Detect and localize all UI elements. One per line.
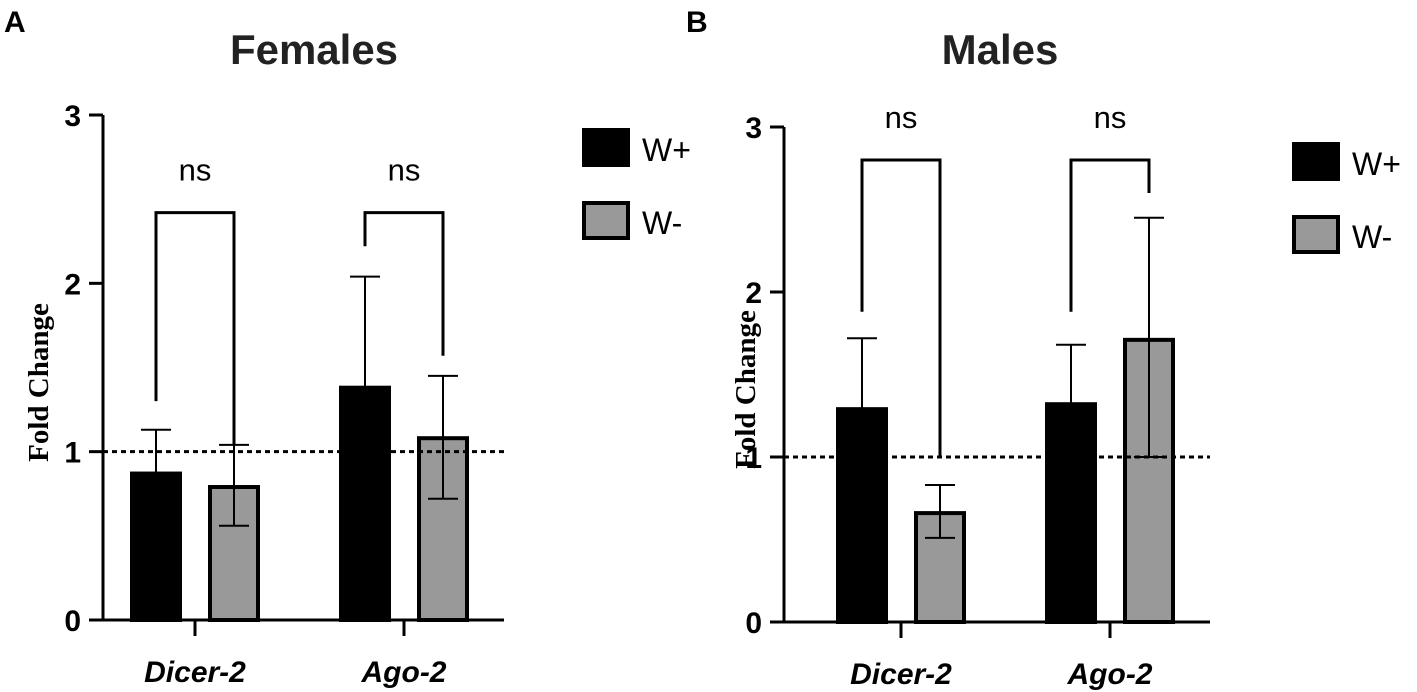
legend-label: W+ <box>1352 146 1401 182</box>
y-axis-label: Fold Change <box>730 310 762 469</box>
y-tick-label: 0 <box>745 607 762 640</box>
chart-title: Females <box>230 26 398 73</box>
y-tick-label: 1 <box>64 437 81 470</box>
panel-letter: B <box>686 6 708 39</box>
legend-swatch-W+ <box>1292 142 1340 181</box>
y-tick-label: 2 <box>64 268 81 301</box>
y-tick-label: 3 <box>64 100 81 133</box>
x-tick-label: Dicer-2 <box>144 656 246 689</box>
y-tick-label: 2 <box>745 277 762 310</box>
legend-label: W- <box>642 205 682 241</box>
significance-label: ns <box>388 153 421 188</box>
significance-bracket <box>860 158 942 457</box>
significance-bracket <box>154 211 236 445</box>
panel-letter: A <box>4 6 26 39</box>
y-tick-label: 1 <box>745 442 762 475</box>
significance-label: ns <box>179 153 212 188</box>
bar-W+-Dicer-2 <box>836 407 888 624</box>
y-axis-label: Fold Change <box>23 303 55 462</box>
legend-swatch-W+ <box>582 128 630 167</box>
x-tick-label: Ago-2 <box>361 656 447 689</box>
legend-swatch-W- <box>582 201 630 240</box>
significance-bracket <box>363 211 445 356</box>
significance-bracket <box>1069 158 1151 312</box>
bar-W+-Dicer-2 <box>130 471 182 622</box>
significance-label: ns <box>1094 100 1127 135</box>
y-tick-label: 0 <box>64 605 81 638</box>
legend-swatch-W- <box>1292 215 1340 254</box>
x-tick-label: Dicer-2 <box>850 658 952 691</box>
legend-label: W+ <box>642 132 691 168</box>
significance-label: ns <box>885 100 918 135</box>
x-tick-label: Ago-2 <box>1067 658 1153 691</box>
bar-W+-Ago-2 <box>1045 402 1097 625</box>
chart-title: Males <box>942 26 1059 73</box>
bar-W+-Ago-2 <box>339 385 391 623</box>
legend-label: W- <box>1352 219 1392 255</box>
y-tick-label: 3 <box>745 112 762 145</box>
